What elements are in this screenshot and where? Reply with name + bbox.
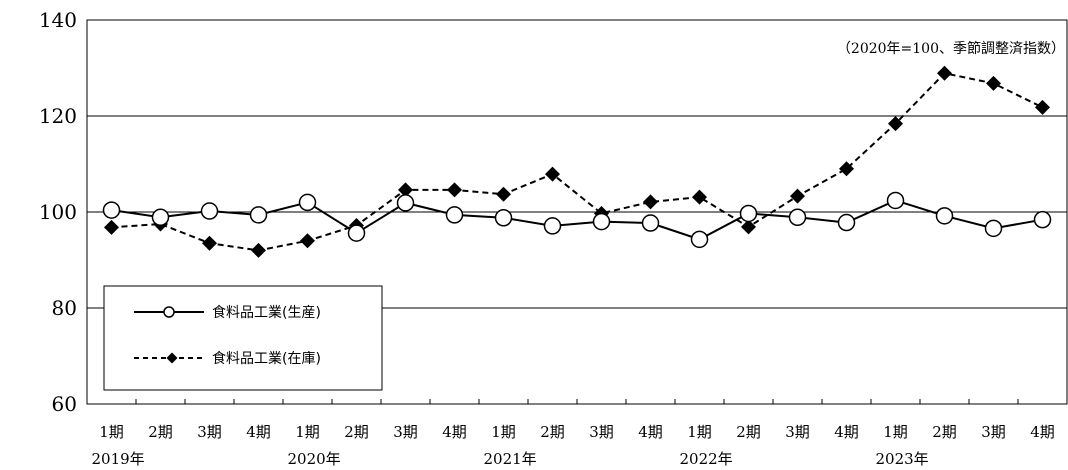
data-point <box>104 219 119 235</box>
legend-marker-inventory <box>166 352 178 364</box>
data-point <box>398 182 413 198</box>
series-line <box>111 72 1043 252</box>
data-point <box>545 166 560 182</box>
data-point <box>837 213 856 232</box>
legend-marker-production <box>163 306 175 318</box>
data-point <box>200 202 219 220</box>
x-tick-label: 3期 <box>197 423 222 441</box>
x-tick-label: 3期 <box>981 423 1006 441</box>
data-point <box>1033 210 1052 229</box>
data-point <box>396 194 415 212</box>
x-tick-label: 1期 <box>491 423 516 441</box>
y-tick-label: 140 <box>39 8 77 32</box>
year-label: 2019年 <box>92 450 145 468</box>
data-point <box>494 209 513 227</box>
x-axis-year-labels: 2019年 2020年 2021年 2022年 2023年 <box>92 450 929 468</box>
data-point <box>102 201 121 219</box>
x-tick-label: 3期 <box>393 423 418 441</box>
data-point <box>300 233 315 249</box>
data-point <box>984 219 1003 238</box>
x-tick-label: 2期 <box>736 423 761 441</box>
x-tick-label: 4期 <box>834 423 859 441</box>
x-tick-label: 4期 <box>638 423 663 441</box>
data-point <box>592 212 611 231</box>
data-point <box>790 188 805 204</box>
data-point <box>692 189 707 205</box>
x-tick-label: 4期 <box>1030 423 1055 441</box>
data-point <box>839 161 854 177</box>
series-line <box>111 199 1043 241</box>
data-point <box>739 204 758 223</box>
data-point <box>741 219 756 235</box>
data-point <box>643 194 658 210</box>
data-point <box>151 208 170 227</box>
data-point <box>298 193 317 212</box>
x-tick-label: 2期 <box>148 423 173 441</box>
x-tick-label: 2期 <box>932 423 957 441</box>
series-layer <box>102 65 1052 258</box>
data-point <box>447 182 462 198</box>
data-point <box>543 217 562 235</box>
legend: 食料品工業(生産) 食料品工業(在庫) <box>103 285 383 391</box>
x-tick-label: 1期 <box>99 423 124 441</box>
data-point <box>935 207 954 225</box>
x-tick-label: 1期 <box>687 423 712 441</box>
data-point <box>347 224 366 242</box>
series-1 <box>104 65 1050 258</box>
data-point <box>251 242 266 258</box>
data-point <box>986 75 1001 91</box>
x-tick-label: 1期 <box>883 423 908 441</box>
y-tick-label: 100 <box>39 200 77 224</box>
x-tick-label: 4期 <box>246 423 271 441</box>
y-tick-label: 120 <box>39 104 77 128</box>
y-axis-ticks: 60 80 100 120 140 <box>39 8 77 416</box>
year-label: 2023年 <box>876 450 929 468</box>
y-tick-label: 80 <box>52 296 77 320</box>
legend-box <box>103 285 383 391</box>
x-tick-label: 2期 <box>344 423 369 441</box>
x-axis-ticks: 1期 2期 3期 4期 1期 2期 3期 4期 1期 2期 3期 4期 1期 2期 3期 4期 1期 2期 3期 4期 <box>99 399 1055 441</box>
data-point <box>202 235 217 251</box>
legend-label-inventory: 食料品工業(在庫) <box>212 350 321 367</box>
year-label: 2020年 <box>288 450 341 468</box>
data-point <box>1035 99 1050 115</box>
x-tick-label: 4期 <box>442 423 467 441</box>
data-point <box>886 191 905 210</box>
y-tick-label: 60 <box>52 392 77 416</box>
data-point <box>641 214 660 232</box>
x-tick-label: 1期 <box>295 423 320 441</box>
year-label: 2021年 <box>484 450 537 468</box>
data-point <box>445 206 464 224</box>
x-tick-label: 3期 <box>589 423 614 441</box>
chart-note: （2020年=100、季節調整済指数） <box>837 40 1065 57</box>
data-point <box>788 208 807 227</box>
data-point <box>888 116 903 132</box>
data-point <box>690 230 709 249</box>
data-point <box>496 186 511 202</box>
year-label: 2022年 <box>680 450 733 468</box>
x-tick-label: 2期 <box>540 423 565 441</box>
legend-label-production: 食料品工業(生産) <box>212 304 321 321</box>
series-0 <box>102 191 1052 249</box>
data-point <box>249 206 268 224</box>
data-point <box>937 65 952 81</box>
x-tick-label: 3期 <box>785 423 810 441</box>
